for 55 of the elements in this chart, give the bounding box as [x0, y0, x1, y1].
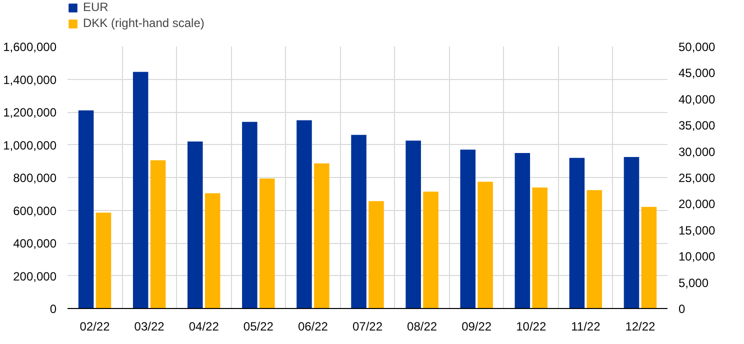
bar: [204, 193, 220, 308]
y-tick-label: 1,400,000: [3, 72, 57, 87]
bar: [514, 152, 530, 308]
bar: [296, 120, 312, 308]
bar: [368, 201, 384, 308]
bar: [641, 206, 657, 308]
x-tick-label: 12/22: [625, 320, 656, 334]
x-tick-label: 08/22: [407, 320, 438, 334]
y-tick-label: 1,000,000: [3, 138, 57, 152]
bar: [132, 72, 148, 308]
y-tick-label: 1,600,000: [3, 40, 57, 54]
bar: [260, 178, 275, 308]
x-tick-label: 02/22: [80, 320, 110, 334]
y2-tick-label: 15,000: [678, 223, 716, 238]
bar: [150, 160, 166, 308]
y-tick-label: 200,000: [13, 269, 57, 284]
bar: [96, 212, 112, 308]
y2-tick-label: 10,000: [678, 250, 716, 264]
y2-tick-label: 50,000: [678, 40, 716, 54]
bar: [406, 140, 421, 308]
x-tick-label: 04/22: [188, 320, 220, 334]
bar: [586, 190, 602, 308]
x-tick-label: 05/22: [243, 320, 274, 334]
bar: [78, 110, 94, 308]
y2-tick-label: 40,000: [678, 92, 716, 106]
x-tick-label: 10/22: [516, 320, 546, 334]
y2-tick-label: 25,000: [678, 171, 716, 185]
x-tick-label: 07/22: [352, 320, 383, 334]
y2-tick-label: 45,000: [678, 66, 716, 80]
bar: [423, 192, 438, 308]
bar: [569, 158, 585, 308]
bar: [532, 187, 548, 308]
y-tick-label: 400,000: [13, 236, 57, 250]
y2-tick-label: 5,000: [678, 276, 709, 290]
x-tick-label: 06/22: [298, 320, 328, 334]
y-tick-label: 600,000: [13, 204, 57, 218]
x-tick-label: 11/22: [571, 320, 601, 334]
y2-tick-label: 0: [678, 302, 686, 316]
bar: [624, 157, 640, 308]
x-tick-label: 09/22: [462, 320, 492, 334]
bar: [460, 150, 476, 308]
y2-tick-label: 20,000: [678, 197, 716, 212]
y-tick-label: 800,000: [13, 171, 57, 185]
x-tick-label: 03/22: [134, 320, 165, 334]
legend-label: EUR: [83, 0, 108, 14]
bar: [242, 122, 258, 308]
y2-tick-label: 30,000: [678, 144, 716, 159]
y2-tick-label: 35,000: [678, 118, 716, 133]
bar: [314, 163, 330, 308]
bar: [188, 141, 203, 308]
y-tick-label: 1,200,000: [3, 106, 57, 120]
y-tick-label: 0: [50, 302, 57, 316]
bar: [351, 134, 366, 308]
legend-label: DKK (right-hand scale): [83, 16, 204, 30]
bar: [478, 182, 493, 308]
